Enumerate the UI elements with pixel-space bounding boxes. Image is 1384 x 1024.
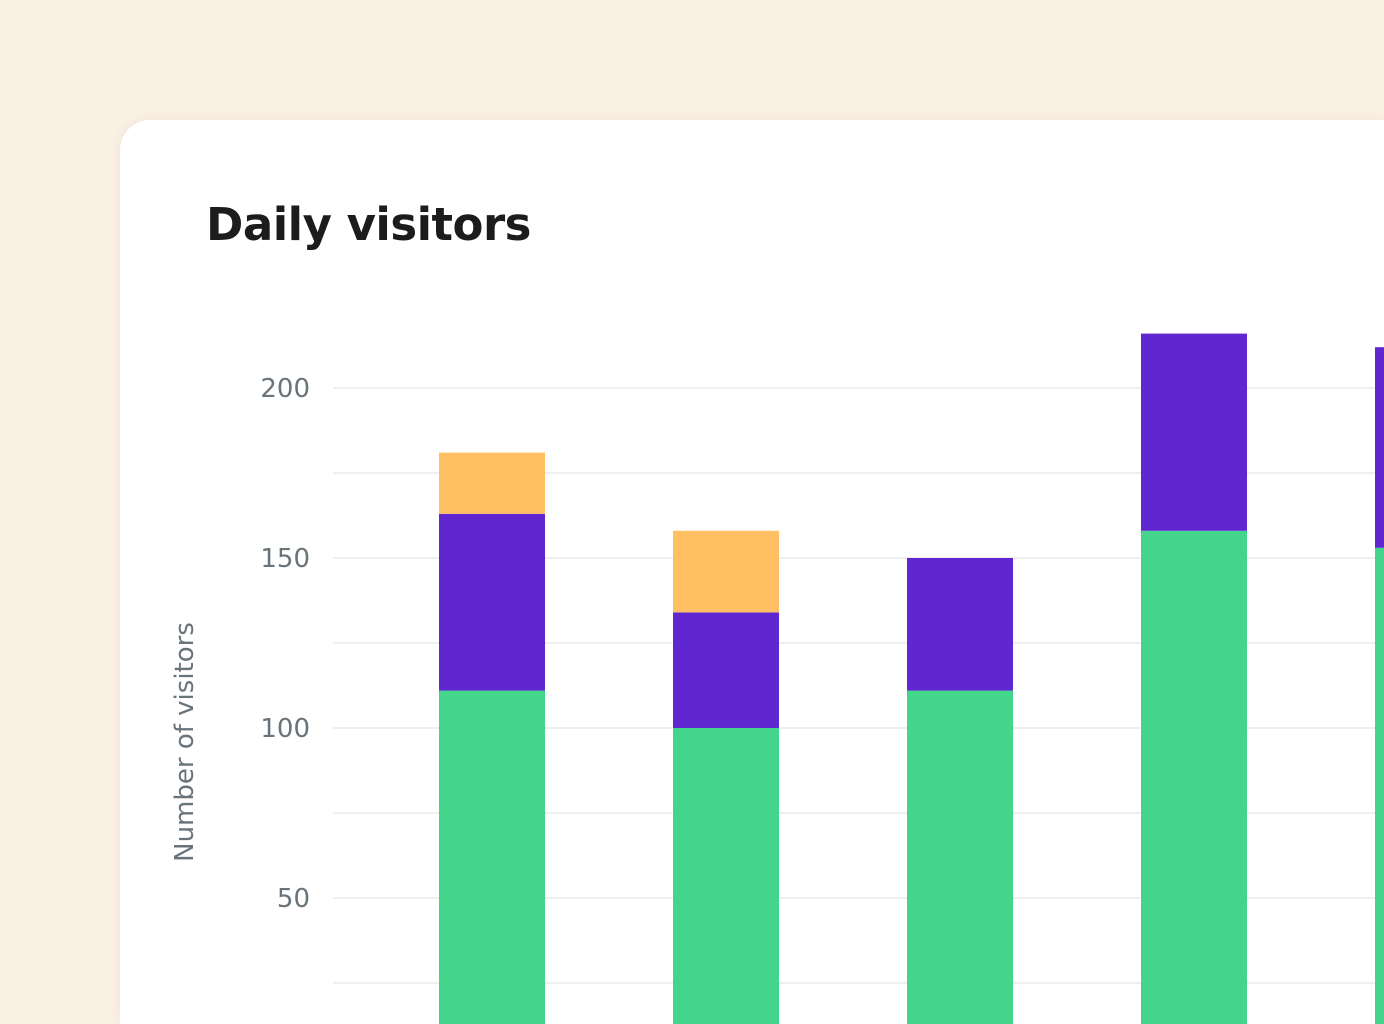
bar-segment: [1375, 347, 1384, 548]
y-tick-label: 100: [260, 714, 310, 744]
bar-segment: [439, 690, 545, 1024]
bar-segment: [1141, 530, 1247, 1024]
bar-segment: [439, 513, 545, 691]
bars: [439, 333, 1384, 1024]
bar-segment: [907, 558, 1013, 691]
bar-segment: [673, 612, 779, 728]
bar-segment: [1141, 333, 1247, 531]
bar-segment: [907, 690, 1013, 1024]
y-tick-label: 200: [260, 374, 310, 404]
bar-segment: [1375, 547, 1384, 1024]
bar-segment: [673, 728, 779, 1024]
y-tick-label: 50: [277, 884, 310, 914]
bar-segment: [673, 530, 779, 613]
bar-segment: [439, 452, 545, 514]
y-tick-label: 150: [260, 544, 310, 574]
chart-title: Daily visitors: [206, 198, 531, 251]
y-axis-label: Number of visitors: [170, 622, 200, 862]
y-tick-labels: 50 100 150 200: [260, 374, 310, 914]
